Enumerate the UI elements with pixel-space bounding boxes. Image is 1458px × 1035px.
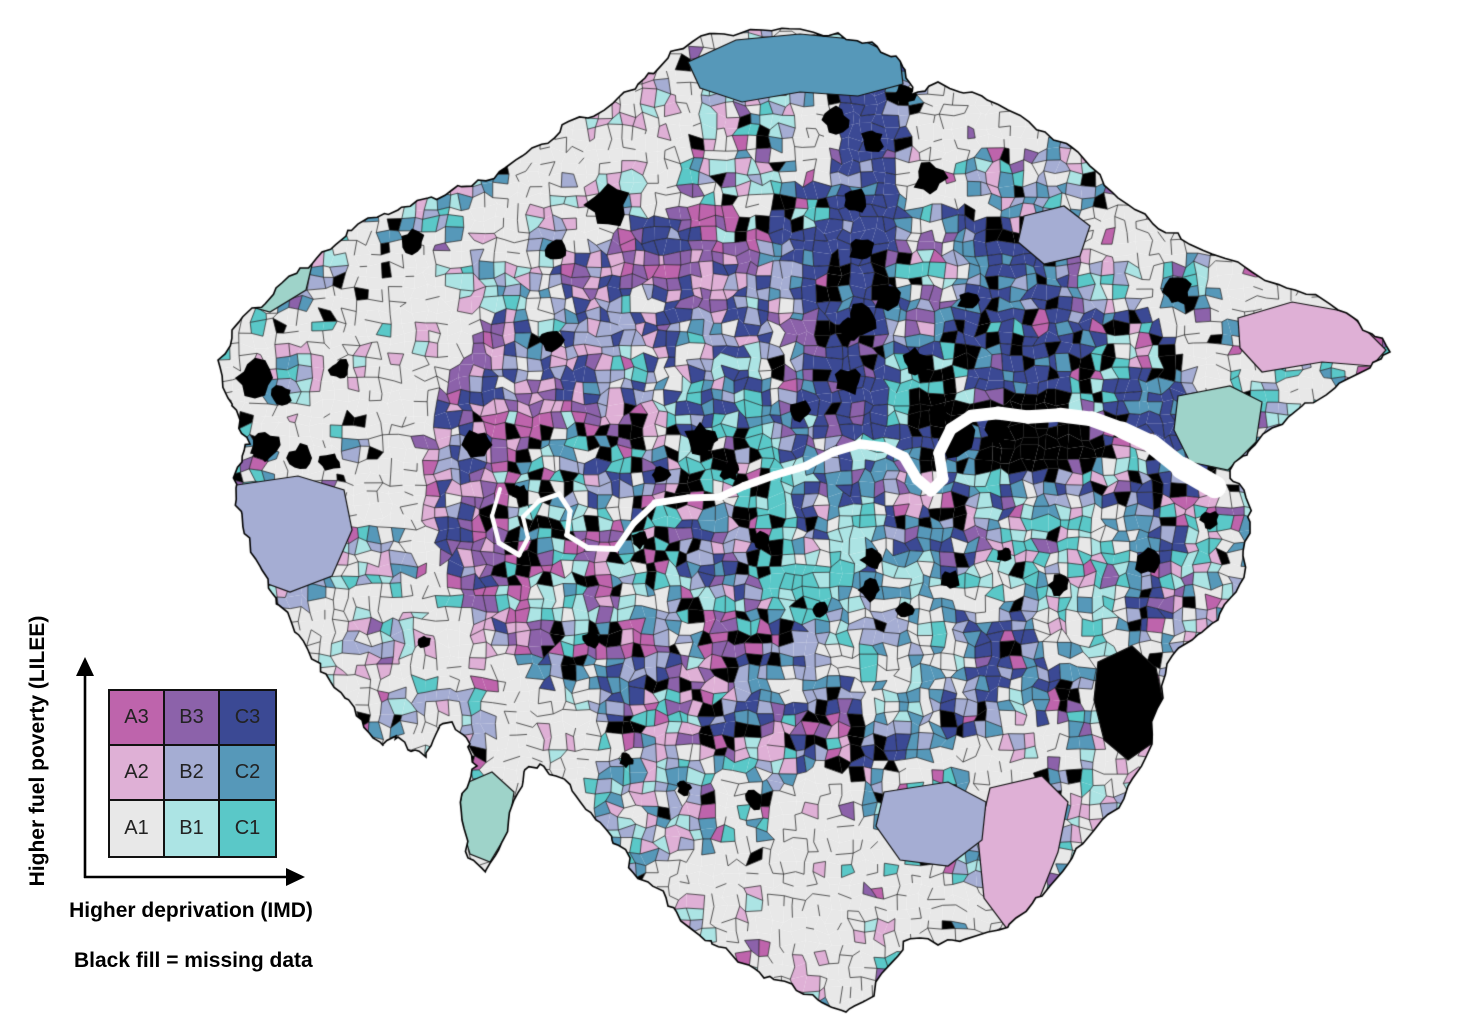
legend-cell-B1: B1 — [165, 801, 220, 856]
legend-cell-C3: C3 — [220, 691, 275, 746]
legend-cell-A3: A3 — [110, 691, 165, 746]
legend-cell-A1: A1 — [110, 801, 165, 856]
bivariate-legend-grid: A3 B3 C3 A2 B2 C2 A1 B1 C1 — [108, 689, 277, 858]
y-axis-label: Higher fuel poverty (LILEE) — [26, 615, 49, 887]
legend-axes-arrows — [76, 657, 305, 886]
missing-data-note: Black fill = missing data — [74, 949, 313, 972]
legend-cell-B3: B3 — [165, 691, 220, 746]
legend-cell-B2: B2 — [165, 746, 220, 801]
legend-cell-C2: C2 — [220, 746, 275, 801]
x-axis-label: Higher deprivation (IMD) — [69, 899, 313, 922]
legend-cell-A2: A2 — [110, 746, 165, 801]
legend-cell-C1: C1 — [220, 801, 275, 856]
x-axis-arrowhead-icon — [286, 868, 305, 886]
y-axis-arrowhead-icon — [76, 657, 94, 676]
